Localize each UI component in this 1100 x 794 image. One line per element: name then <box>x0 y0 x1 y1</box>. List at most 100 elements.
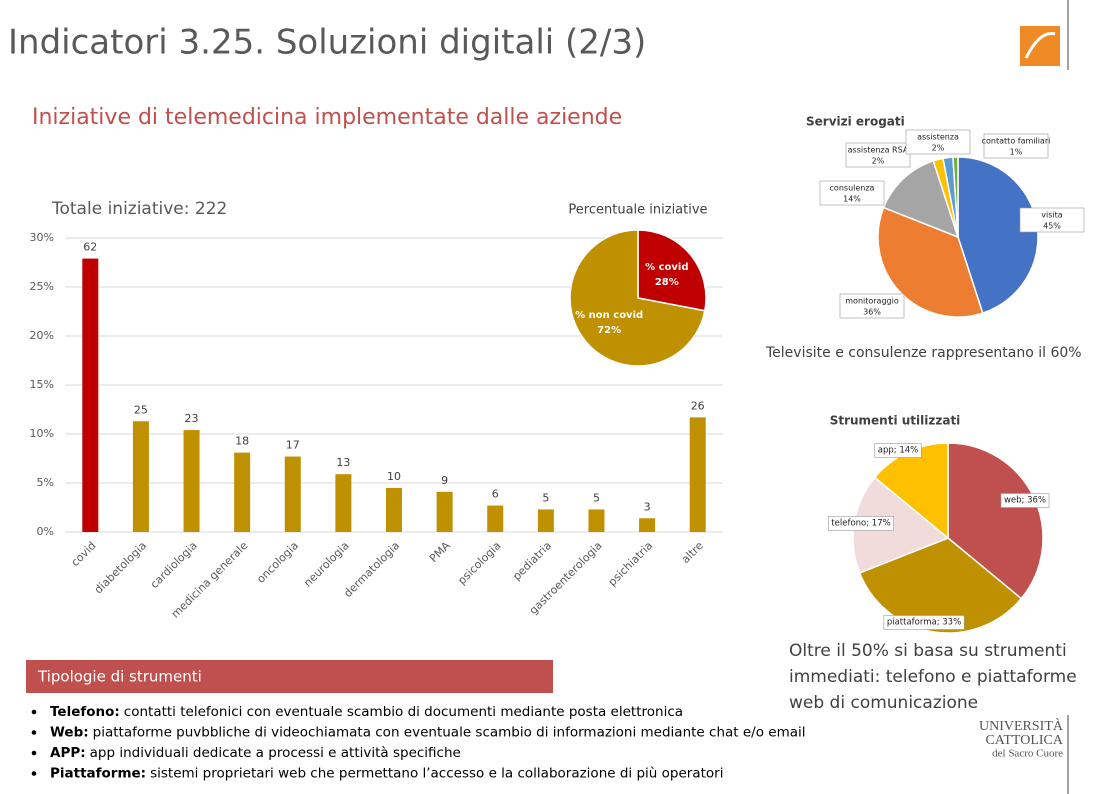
bar <box>386 487 402 532</box>
slice-label: assistenza RSA <box>848 146 909 155</box>
slice-label: telefono; 17% <box>831 519 890 529</box>
bullet <box>31 771 37 776</box>
slice-label: 45% <box>1043 222 1061 231</box>
x-tick-label: PMA <box>427 539 453 565</box>
label-box <box>883 615 965 630</box>
label-box <box>874 443 922 458</box>
bar <box>689 417 706 532</box>
slide-title: Indicatori 3.25. Soluzioni digitali (2/3… <box>8 23 646 63</box>
y-tick-label: 20% <box>30 329 54 342</box>
chart-title: Strumenti utilizzati <box>830 414 961 428</box>
slice-label: piattaforma; 33% <box>887 618 961 628</box>
label-box <box>905 129 971 155</box>
tool-text: sistemi proprietari web che permettano l… <box>150 766 723 782</box>
data-label: 5 <box>593 491 600 504</box>
slice-label: monitoraggio <box>845 297 899 306</box>
chart-caption: Oltre il 50% si basa su strumenti <box>789 641 1067 661</box>
chart-title: Servizi erogati <box>806 115 905 129</box>
data-label: 9 <box>441 474 448 487</box>
y-tick-label: 30% <box>30 231 54 244</box>
subtitle: Iniziative di telemedicina implementate … <box>32 105 622 130</box>
data-label: 25 <box>134 403 148 416</box>
slice-label: visita <box>1041 211 1062 220</box>
x-tick-label: neurologia <box>301 539 351 589</box>
logo-text: del Sacro Cuore <box>992 748 1063 760</box>
y-tick-label: 10% <box>30 427 54 440</box>
bar <box>335 474 352 532</box>
data-label: 18 <box>235 435 249 448</box>
data-label: 17 <box>286 439 300 452</box>
bar <box>588 509 605 532</box>
y-tick-label: 5% <box>37 476 54 489</box>
slice-label: consulenza <box>830 184 875 193</box>
data-label: 6 <box>492 488 499 501</box>
x-tick-label: covid <box>69 539 99 569</box>
tool-text: contatti telefonici con eventuale scambi… <box>124 704 683 720</box>
logo-icon <box>1020 26 1060 66</box>
x-tick-label: psicologia <box>455 539 503 587</box>
data-label: 62 <box>83 241 97 254</box>
tool-item: Web: piattaforme puvbbliche di videochiam… <box>50 725 806 741</box>
label-box <box>1019 207 1085 233</box>
tool-item: Piattaforme: sistemi proprietari web che … <box>50 766 723 782</box>
y-tick-label: 0% <box>37 525 54 538</box>
data-label: 23 <box>185 412 199 425</box>
label-box <box>983 133 1049 159</box>
data-label: 5 <box>542 491 549 504</box>
chart-caption: immediati: telefono e piattaforme <box>789 667 1077 687</box>
slice-label: contatto familiari <box>982 137 1051 146</box>
bar <box>132 421 149 532</box>
tools-heading-bg <box>26 660 553 693</box>
slice-label: % covid <box>645 262 688 273</box>
bullet <box>31 709 37 715</box>
slice-label: 1% <box>1010 148 1023 157</box>
logo-text: CATTOLICA <box>985 733 1063 748</box>
data-label: 26 <box>691 399 705 412</box>
slice-label: % non covid <box>575 310 643 321</box>
bullet <box>31 750 37 756</box>
chart-caption: web di comunicazione <box>789 693 978 713</box>
slice-label: assistenza <box>917 133 959 142</box>
slice-label: 28% <box>655 277 679 288</box>
label-box <box>839 293 905 319</box>
chart-title: Totale iniziative: 222 <box>51 199 227 219</box>
chart-caption: Televisite e consulenze rappresentano il… <box>765 345 1082 361</box>
tool-text: piattaforme puvbbliche di videochiamata … <box>93 725 806 741</box>
logo-mark <box>1024 32 1056 59</box>
label-box <box>1000 493 1050 508</box>
x-tick-label: diabetologia <box>92 539 149 596</box>
slice-label: 14% <box>843 195 861 204</box>
data-label: 10 <box>387 470 401 483</box>
tool-item: Telefono: contatti telefonici con eventua… <box>50 704 683 720</box>
tool-term: Piattaforme: <box>50 766 146 782</box>
label-box <box>827 516 895 531</box>
label-box <box>819 180 885 206</box>
label-box <box>845 142 911 168</box>
bar <box>537 509 554 532</box>
slice-label: app; 14% <box>878 446 918 456</box>
pie-slice <box>569 229 706 367</box>
tools-heading: Tipologie di strumenti <box>37 668 202 686</box>
slice-label: 2% <box>932 144 945 153</box>
bar <box>183 430 200 532</box>
bar <box>639 518 656 532</box>
pie-slice <box>952 156 959 238</box>
logo-text: UNIVERSITÀ <box>979 717 1064 734</box>
slice-label: web; 36% <box>1004 496 1046 506</box>
tool-term: APP: <box>50 745 86 761</box>
slice-label: 72% <box>597 325 621 336</box>
bar <box>436 491 453 532</box>
tool-item: APP: app individuali dedicate a processi … <box>50 745 461 761</box>
bullet <box>31 730 37 735</box>
bar <box>82 258 99 532</box>
y-tick-label: 15% <box>30 378 54 391</box>
x-tick-label: oncologia <box>254 539 301 586</box>
x-tick-label: cardiologia <box>148 539 200 591</box>
bar <box>284 456 301 532</box>
slice-label: 36% <box>863 308 881 317</box>
y-tick-label: 25% <box>30 280 54 293</box>
bar <box>234 452 251 532</box>
pie-slice <box>637 229 707 312</box>
